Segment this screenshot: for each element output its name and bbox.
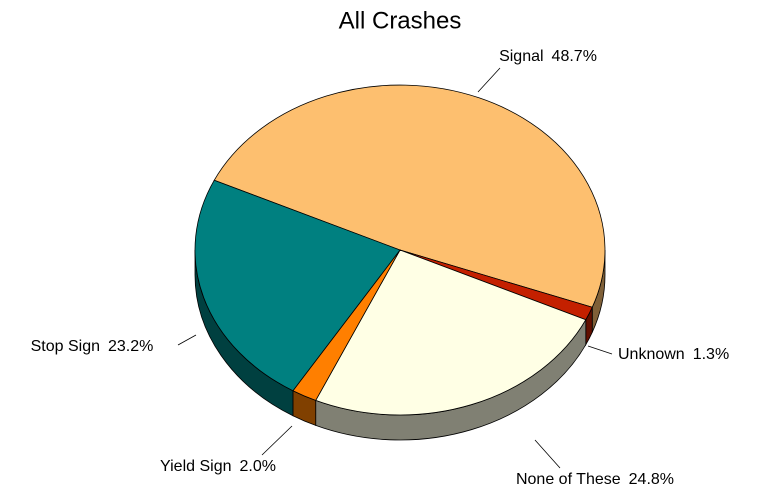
category-label: Unknown [618,346,685,363]
leader-line [261,425,293,456]
value-label: 48.7% [552,48,597,65]
pie-slice [315,249,587,416]
slice-label: Signal 48.7% [499,48,597,65]
leader-line [177,334,197,346]
category-label: Yield Sign [160,458,231,475]
leader-line [534,439,561,469]
pie-slice [213,84,606,308]
chart-title: All Crashes [339,7,462,34]
value-label: 23.2% [108,338,153,355]
leader-line [477,67,501,93]
slice-label: None of These 24.8% [516,471,674,488]
category-label: Stop Sign [31,338,100,355]
category-label: None of These [516,471,621,488]
category-label: Signal [499,48,543,65]
value-label: 2.0% [239,458,275,475]
slice-label: Yield Sign 2.0% [160,458,276,475]
value-label: 1.3% [693,346,729,363]
pie-slice [194,179,401,392]
slice-label: Unknown 1.3% [618,346,729,363]
leader-line [587,345,613,355]
value-label: 24.8% [629,471,674,488]
slice-label: Stop Sign 23.2% [31,338,154,355]
